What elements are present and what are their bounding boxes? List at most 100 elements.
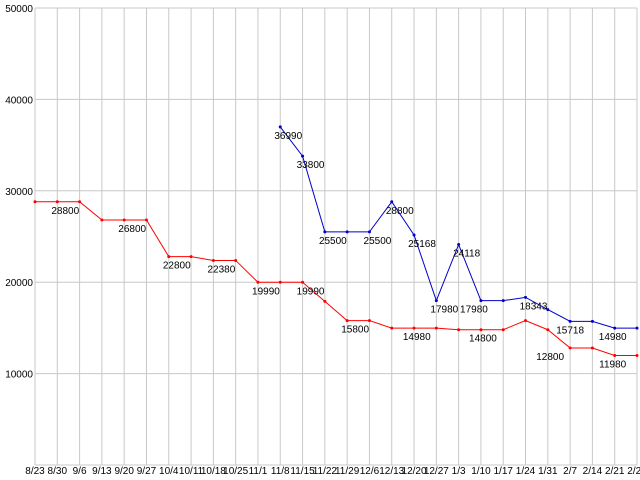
data-point — [613, 326, 617, 330]
y-tick-label: 40000 — [5, 95, 33, 106]
data-point — [635, 326, 639, 330]
data-point — [434, 326, 438, 330]
point-value-label: 25500 — [319, 236, 347, 247]
x-tick-label: 12/27 — [424, 466, 449, 477]
data-point — [167, 255, 171, 259]
point-value-label: 11980 — [599, 360, 627, 371]
data-point — [568, 346, 572, 350]
x-tick-label: 1/17 — [493, 466, 513, 477]
data-point — [144, 218, 148, 222]
data-point — [524, 295, 528, 299]
point-value-label: 28800 — [386, 206, 414, 217]
point-value-label: 18343 — [520, 301, 548, 312]
point-value-label: 17980 — [460, 305, 488, 316]
point-value-label: 19990 — [252, 286, 280, 297]
x-tick-label: 1/24 — [516, 466, 536, 477]
data-point — [501, 299, 505, 303]
data-point — [189, 255, 193, 259]
data-point — [345, 319, 349, 323]
data-point — [590, 319, 594, 323]
x-tick-label: 12/20 — [402, 466, 427, 477]
data-point — [301, 280, 305, 284]
series-line-price-red — [35, 201, 637, 357]
x-tick-label: 9/20 — [114, 466, 134, 477]
x-tick-label: 9/27 — [137, 466, 157, 477]
point-value-label: 25500 — [364, 236, 392, 247]
x-tick-label: 1/31 — [538, 466, 558, 477]
x-tick-label: 10/18 — [201, 466, 226, 477]
data-point — [390, 326, 394, 330]
point-value-label: 25168 — [408, 239, 436, 250]
data-point — [501, 328, 505, 332]
data-point — [546, 328, 550, 332]
data-point — [412, 233, 416, 237]
x-tick-label: 2/28 — [627, 466, 640, 477]
point-value-label: 15800 — [341, 325, 369, 336]
y-tick-label: 20000 — [5, 278, 33, 289]
x-tick-label: 10/25 — [223, 466, 248, 477]
point-value-label: 22800 — [163, 261, 191, 272]
data-point — [457, 243, 461, 247]
data-point — [479, 328, 483, 332]
data-point — [590, 346, 594, 350]
x-tick-label: 12/6 — [360, 466, 380, 477]
point-value-label: 15718 — [556, 325, 584, 336]
data-point — [524, 319, 528, 323]
y-tick-label: 50000 — [5, 4, 33, 15]
x-tick-label: 11/15 — [290, 466, 315, 477]
data-point — [434, 299, 438, 303]
data-point — [345, 230, 349, 234]
x-tick-label: 11/29 — [335, 466, 360, 477]
y-tick-label: 10000 — [5, 370, 33, 381]
point-value-label: 22380 — [207, 264, 235, 275]
x-tick-label: 1/10 — [471, 466, 491, 477]
data-point — [568, 319, 572, 323]
data-point — [234, 258, 238, 262]
x-tick-label: 10/11 — [179, 466, 204, 477]
x-tick-label: 2/14 — [583, 466, 603, 477]
x-tick-label: 10/4 — [159, 466, 179, 477]
x-tick-label: 9/13 — [92, 466, 112, 477]
data-point — [100, 218, 104, 222]
x-tick-label: 11/1 — [249, 466, 268, 477]
point-value-label: 14980 — [599, 332, 627, 343]
point-value-label: 26800 — [118, 224, 146, 235]
data-point — [278, 280, 282, 284]
data-point — [323, 299, 327, 303]
data-point — [390, 200, 394, 204]
x-tick-label: 8/23 — [25, 466, 45, 477]
data-point — [256, 280, 260, 284]
point-value-label: 36990 — [274, 131, 302, 142]
point-value-label: 19990 — [297, 286, 325, 297]
point-value-label: 33800 — [297, 160, 325, 171]
data-point — [323, 230, 327, 234]
y-tick-label: 30000 — [5, 187, 33, 198]
data-point — [367, 319, 371, 323]
x-tick-label: 12/13 — [379, 466, 404, 477]
point-value-label: 12800 — [536, 352, 564, 363]
data-point — [546, 308, 550, 312]
point-value-label: 14800 — [469, 334, 497, 345]
data-point — [635, 354, 639, 358]
point-value-label: 17980 — [430, 305, 458, 316]
data-point — [457, 328, 461, 332]
point-value-label: 14980 — [403, 332, 431, 343]
data-point — [122, 218, 126, 222]
point-value-label: 24118 — [453, 249, 481, 260]
data-point — [33, 200, 37, 204]
data-point — [55, 200, 59, 204]
x-tick-label: 2/7 — [563, 466, 577, 477]
x-tick-label: 9/6 — [73, 466, 87, 477]
data-point — [211, 258, 215, 262]
data-point — [301, 154, 305, 158]
data-point — [479, 299, 483, 303]
data-point — [367, 230, 371, 234]
data-point — [613, 354, 617, 358]
x-tick-label: 2/21 — [605, 466, 625, 477]
point-value-label: 28800 — [51, 206, 79, 217]
x-tick-label: 11/22 — [313, 466, 338, 477]
x-tick-label: 1/3 — [452, 466, 466, 477]
